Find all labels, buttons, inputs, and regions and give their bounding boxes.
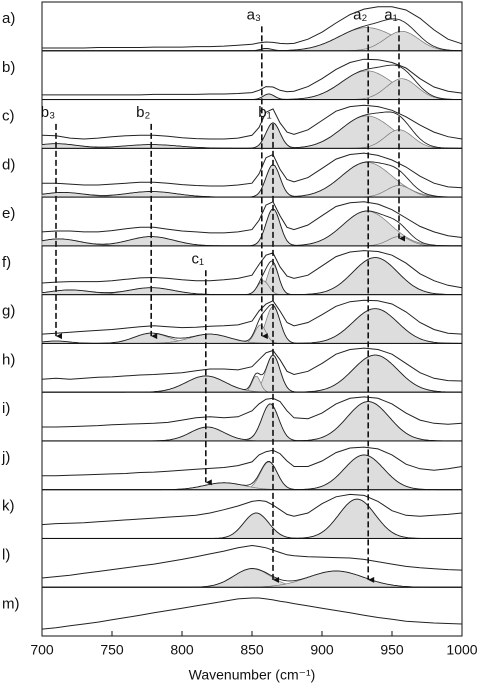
peak-label: a₂ [353, 7, 367, 24]
panel-label: f) [2, 254, 11, 271]
spectrum-line [41, 493, 463, 526]
x-tick-label: 850 [240, 642, 264, 658]
x-tick-label: 750 [100, 642, 124, 658]
panel-label: j) [1, 449, 10, 466]
spectrum-line [42, 6, 463, 49]
spectrum-line [41, 250, 463, 289]
peak-label: b₁ [258, 104, 271, 121]
peak-label: b₂ [136, 104, 150, 121]
spectrum-line [42, 58, 463, 96]
x-tick-label: 800 [170, 642, 194, 658]
spectrum-line [41, 544, 463, 579]
x-tick-label: 1000 [446, 642, 477, 658]
panel-label: e) [2, 205, 15, 222]
component-peak [41, 512, 463, 539]
fit-line [41, 304, 462, 344]
peak-label: a₁ [384, 7, 397, 24]
x-tick-label: 900 [310, 642, 334, 658]
component-peak [41, 401, 463, 442]
panel-label: k) [2, 498, 15, 515]
component-peak [41, 568, 463, 588]
spectrum-line [42, 446, 463, 477]
spectrum-line [41, 201, 463, 238]
spectrum-line [42, 396, 463, 428]
x-tick-label: 950 [380, 642, 404, 658]
panel-label: i) [2, 400, 10, 417]
panel-label: h) [2, 351, 15, 368]
x-axis-title: Wavenumber (cm⁻¹) [189, 667, 316, 683]
x-tick-label: 700 [30, 642, 54, 658]
panel-label: a) [2, 10, 15, 27]
peak-label: a₃ [247, 7, 261, 24]
panel-label: b) [2, 59, 15, 76]
panel-label: g) [2, 303, 15, 320]
panel-label: d) [2, 156, 15, 173]
peak-label: b₃ [41, 104, 55, 121]
component-peak [41, 257, 463, 295]
panel-label: c) [2, 108, 15, 125]
peak-label: c₁ [192, 250, 205, 267]
spectrum-line [41, 597, 463, 630]
fit-line [41, 257, 462, 296]
panel-label: l) [2, 546, 10, 563]
panel-frame [41, 586, 463, 637]
panel-label: m) [2, 595, 20, 612]
spectrum-line [41, 347, 463, 382]
